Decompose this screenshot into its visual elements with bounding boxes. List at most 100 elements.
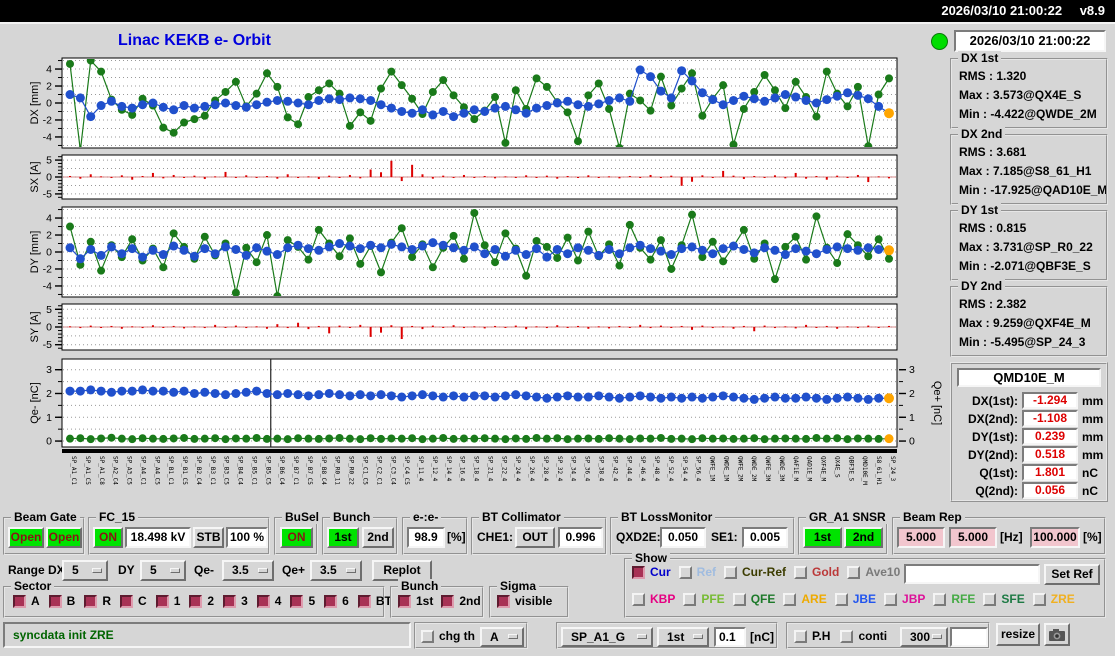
sector-checkbox-bt[interactable]: BT bbox=[357, 594, 392, 608]
range-dy-dropdown[interactable]: 5 bbox=[140, 560, 186, 581]
bunch-checkbox-2nd[interactable]: 2nd bbox=[441, 594, 481, 608]
checkbox-icon[interactable] bbox=[678, 565, 692, 579]
checkbox-icon[interactable] bbox=[1032, 592, 1046, 606]
checkbox-icon[interactable] bbox=[724, 565, 738, 579]
checkbox-icon[interactable] bbox=[398, 594, 411, 608]
extra-input[interactable] bbox=[950, 627, 988, 647]
sigma-checkbox-visible[interactable]: visible bbox=[497, 594, 552, 608]
checkbox-icon[interactable] bbox=[834, 592, 848, 606]
titlebar-datetime: 2026/03/10 21:00:22 bbox=[941, 3, 1063, 18]
sector-checkbox-r[interactable]: R bbox=[84, 594, 111, 608]
stat-rms: RMS : 0.815 bbox=[959, 221, 1027, 235]
checkbox-icon[interactable] bbox=[421, 629, 434, 643]
show-checkbox-gold[interactable]: Gold bbox=[794, 565, 839, 579]
sector-checkbox-c[interactable]: C bbox=[120, 594, 147, 608]
sector-checkbox-5[interactable]: 5 bbox=[290, 594, 315, 608]
points-dropdown[interactable]: 300 bbox=[900, 627, 948, 647]
monitor-value: -1.108 bbox=[1022, 410, 1078, 427]
checkbox-icon[interactable] bbox=[256, 594, 270, 608]
show-checkbox-jbp[interactable]: JBP bbox=[884, 592, 925, 606]
bunch-checkbox-1st[interactable]: 1st bbox=[398, 594, 433, 608]
checkbox-icon[interactable] bbox=[783, 592, 797, 606]
gr-a1-1st-button[interactable]: 1st bbox=[803, 527, 842, 548]
set-ref-button[interactable]: Set Ref bbox=[1044, 564, 1100, 585]
svg-text:3: 3 bbox=[46, 364, 52, 376]
checkbox-icon[interactable] bbox=[933, 592, 947, 606]
fc15-stb-button[interactable]: STB bbox=[193, 527, 224, 548]
bunch-2nd-button[interactable]: 2nd bbox=[362, 527, 394, 548]
replot-button[interactable]: Replot bbox=[372, 560, 432, 581]
checkbox-icon[interactable] bbox=[189, 594, 203, 608]
show-checkbox-are[interactable]: ARE bbox=[783, 592, 827, 606]
sector-checkbox-4[interactable]: 4 bbox=[256, 594, 281, 608]
show-checkbox-rfe[interactable]: RFE bbox=[933, 592, 975, 606]
checkbox-label: 1st bbox=[416, 594, 434, 608]
chg-th-checkbox[interactable]: chg th bbox=[421, 629, 475, 643]
conti-checkbox[interactable]: conti bbox=[840, 629, 887, 643]
bt-lossmonitor-group: BT LossMonitor QXD2E: 0.050 SE1: 0.005 bbox=[610, 510, 795, 555]
checkbox-icon[interactable] bbox=[155, 594, 169, 608]
checkbox-icon[interactable] bbox=[223, 594, 237, 608]
sector-checkbox-2[interactable]: 2 bbox=[189, 594, 214, 608]
checkbox-icon[interactable] bbox=[732, 592, 746, 606]
checkbox-icon[interactable] bbox=[632, 592, 645, 606]
channel-dropdown[interactable]: A bbox=[480, 627, 524, 647]
svg-text:-4: -4 bbox=[43, 131, 52, 143]
sector-checkbox-a[interactable]: A bbox=[13, 594, 40, 608]
checkbox-icon[interactable] bbox=[847, 565, 861, 579]
threshold-input[interactable] bbox=[714, 627, 746, 647]
checkbox-icon[interactable] bbox=[120, 594, 134, 608]
checkbox-icon[interactable] bbox=[794, 565, 808, 579]
sp-dropdown[interactable]: SP_A1_G bbox=[561, 627, 653, 647]
show-checkbox-zre[interactable]: ZRE bbox=[1032, 592, 1075, 606]
checkbox-icon[interactable] bbox=[441, 594, 455, 608]
ref-file-input[interactable] bbox=[904, 564, 1040, 584]
checkbox-icon[interactable] bbox=[983, 592, 997, 606]
checkbox-icon[interactable] bbox=[84, 594, 98, 608]
range-qep-dropdown[interactable]: 3.5 bbox=[310, 560, 362, 581]
show-checkbox-cur[interactable]: Cur bbox=[632, 565, 671, 579]
checkbox-icon[interactable] bbox=[683, 592, 697, 606]
show-checkbox-qfe[interactable]: QFE bbox=[732, 592, 775, 606]
sector-checkbox-6[interactable]: 6 bbox=[324, 594, 349, 608]
beam-gate-open-2-button[interactable]: Open bbox=[46, 527, 82, 548]
show-checkbox-kbp[interactable]: KBP bbox=[632, 592, 675, 606]
resize-button[interactable]: resize bbox=[996, 623, 1040, 646]
fc15-on-button[interactable]: ON bbox=[93, 527, 123, 548]
show-checkbox-pfe[interactable]: PFE bbox=[683, 592, 725, 606]
che1-out-button[interactable]: OUT bbox=[515, 527, 555, 548]
ph-checkbox[interactable]: P.H bbox=[794, 629, 830, 643]
checkbox-icon[interactable] bbox=[357, 594, 371, 608]
checkbox-icon[interactable] bbox=[497, 594, 510, 608]
bunch-1st-button[interactable]: 1st bbox=[327, 527, 359, 548]
screenshot-button[interactable] bbox=[1044, 623, 1070, 646]
range-qem-dropdown[interactable]: 3.5 bbox=[222, 560, 274, 581]
show-checkbox-sfe[interactable]: SFE bbox=[983, 592, 1025, 606]
checkbox-icon[interactable] bbox=[48, 594, 62, 608]
checkbox-label: 3 bbox=[241, 594, 248, 608]
checkbox-icon[interactable] bbox=[794, 629, 807, 643]
sector-checkbox-1[interactable]: 1 bbox=[155, 594, 180, 608]
stats-group-dx-1st: DX 1st RMS : 1.320 Max : 3.573@QX4E_S Mi… bbox=[950, 51, 1108, 129]
show-checkbox-cur-ref[interactable]: Cur-Ref bbox=[724, 565, 786, 579]
sector-checkbox-3[interactable]: 3 bbox=[223, 594, 248, 608]
gr-a1-2nd-button[interactable]: 2nd bbox=[844, 527, 883, 548]
show-checkbox-jbe[interactable]: JBE bbox=[834, 592, 876, 606]
bunch-dropdown[interactable]: 1st bbox=[657, 627, 709, 647]
svg-text:SP_B1_C5: SP_B1_C5 bbox=[181, 456, 188, 485]
busel-on-button[interactable]: ON bbox=[280, 527, 313, 548]
checkbox-icon[interactable] bbox=[13, 594, 26, 608]
checkbox-icon[interactable] bbox=[290, 594, 304, 608]
range-dx-dropdown[interactable]: 5 bbox=[62, 560, 108, 581]
checkbox-icon[interactable] bbox=[840, 629, 854, 643]
checkbox-icon[interactable] bbox=[884, 592, 898, 606]
show-checkbox-ave10[interactable]: Ave10 bbox=[847, 565, 900, 579]
checkbox-icon[interactable] bbox=[632, 565, 645, 579]
beam-gate-open-1-button[interactable]: Open bbox=[8, 527, 44, 548]
svg-text:SP_B1_C1: SP_B1_C1 bbox=[167, 456, 174, 485]
checkbox-icon[interactable] bbox=[324, 594, 338, 608]
sector-checkbox-b[interactable]: B bbox=[48, 594, 75, 608]
bunch-select-group: Bunch 1st 2nd bbox=[390, 579, 484, 618]
svg-text:0: 0 bbox=[46, 98, 52, 110]
show-checkbox-ref[interactable]: Ref bbox=[678, 565, 716, 579]
